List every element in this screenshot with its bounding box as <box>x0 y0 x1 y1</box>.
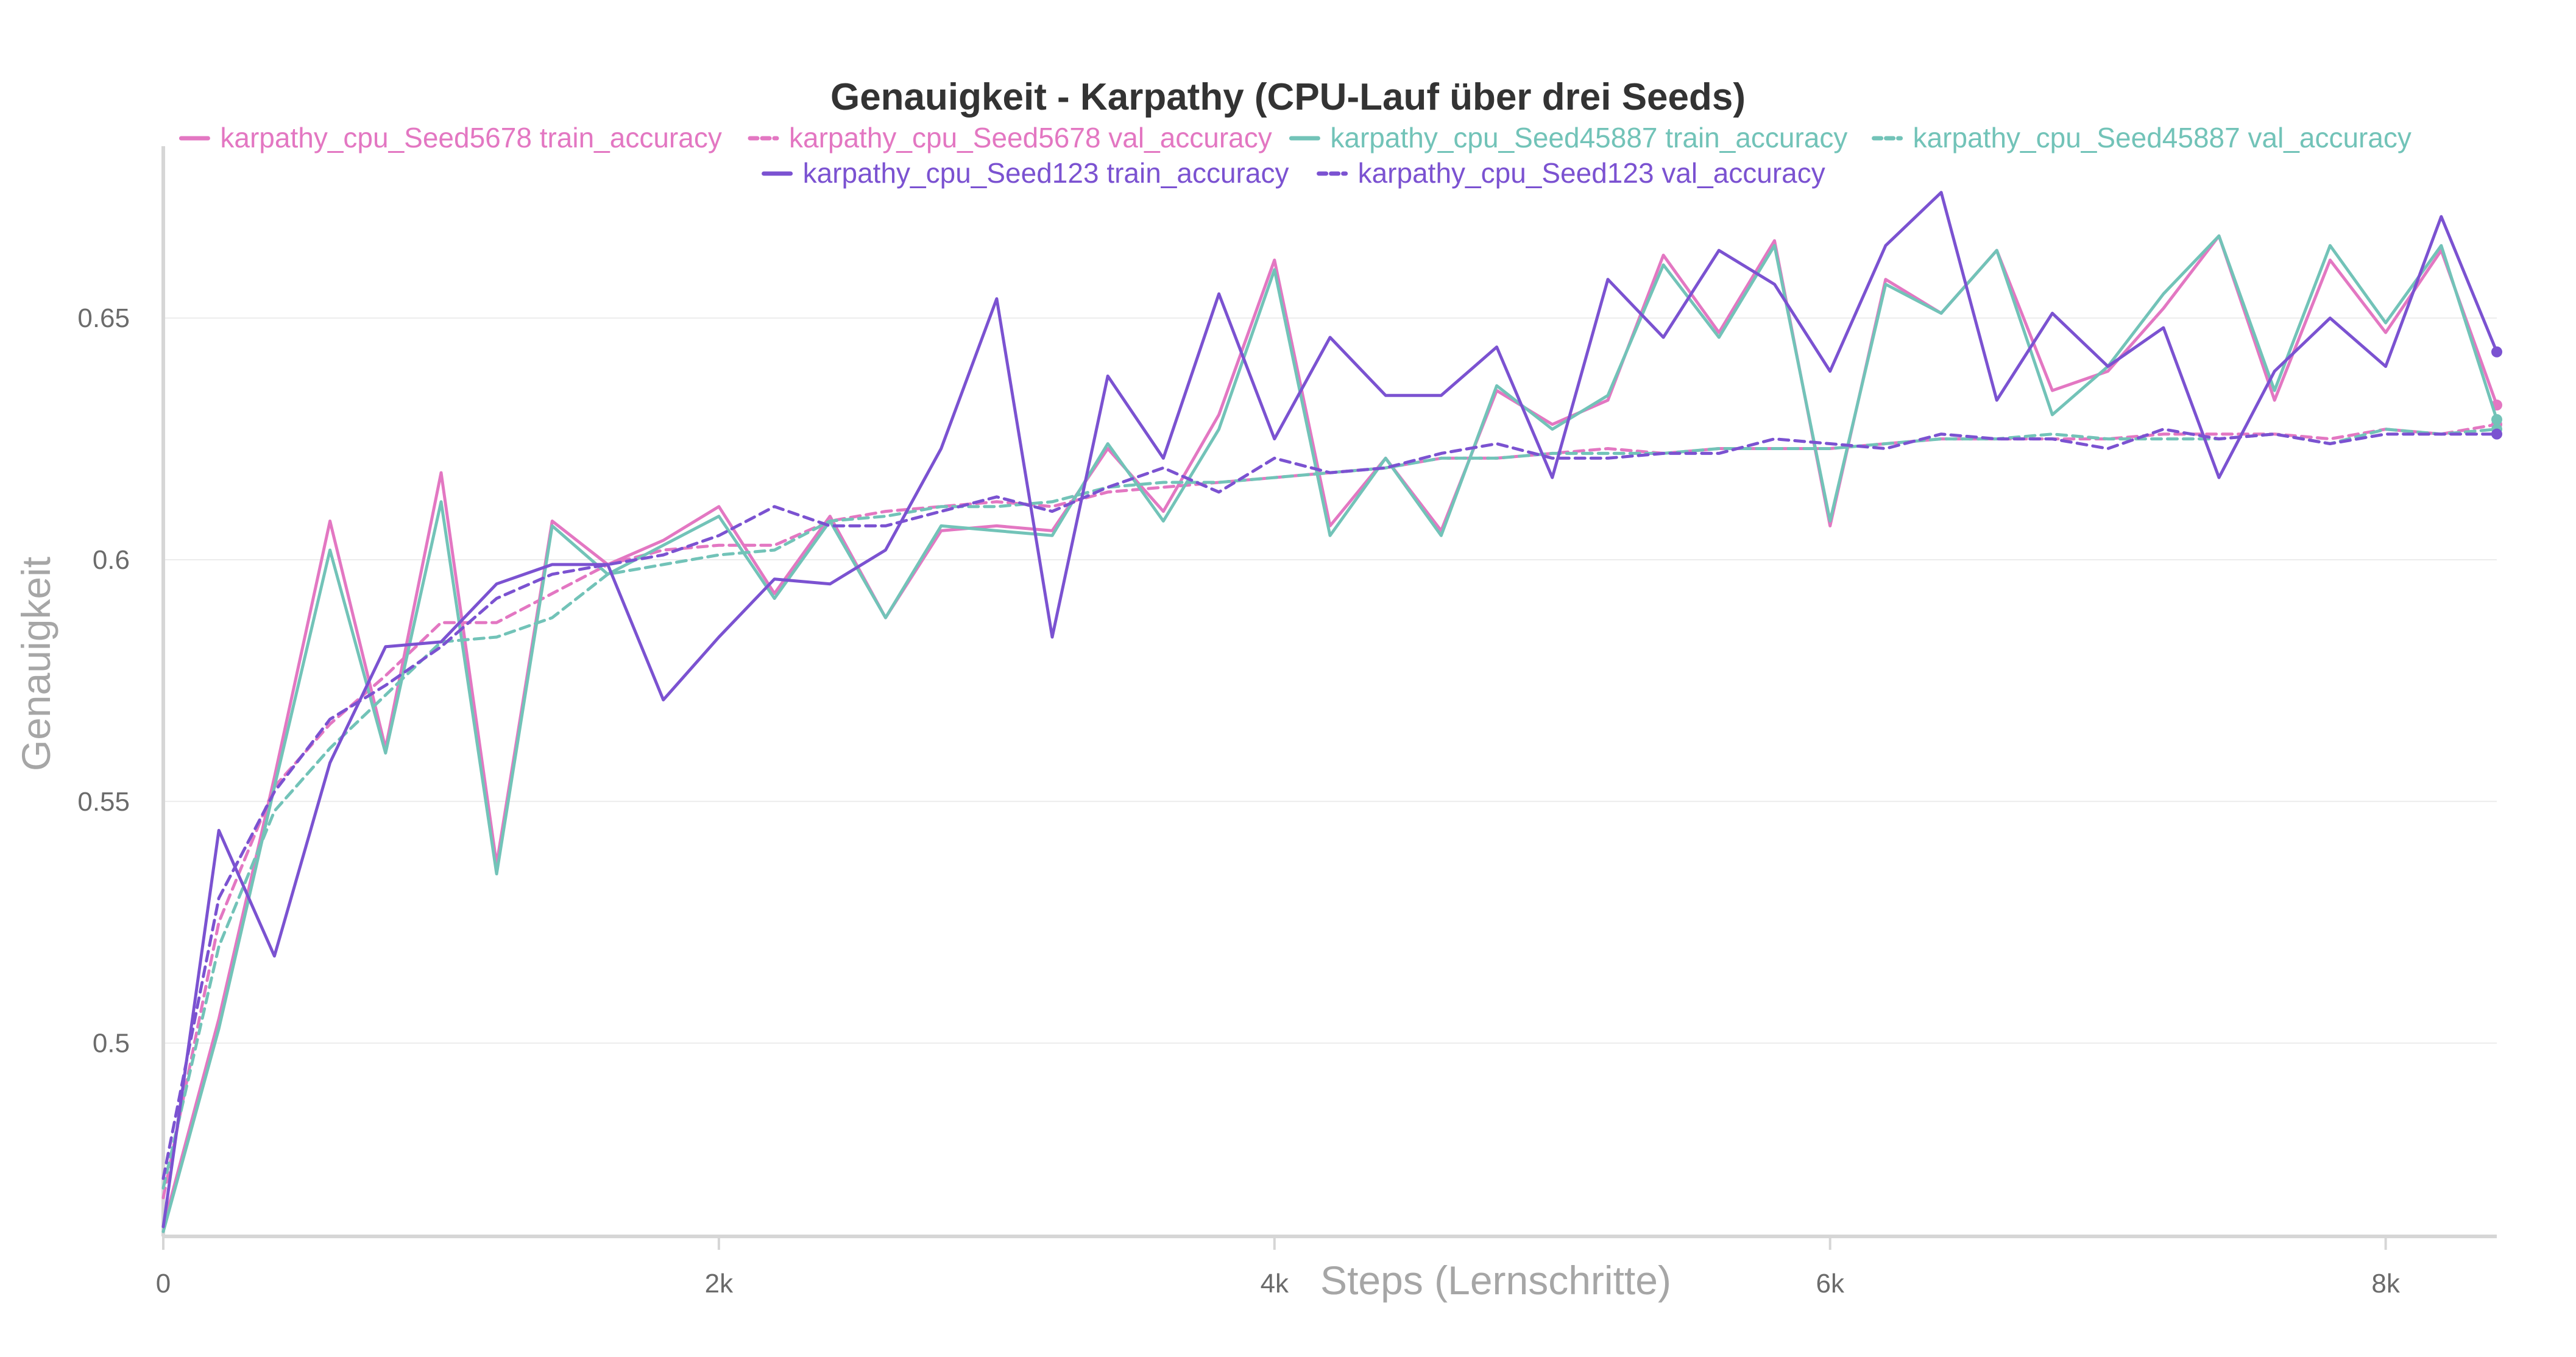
legend-label-6[interactable]: karpathy_cpu_Seed123 val_accuracy <box>1358 157 1825 189</box>
grid-lines <box>163 317 2497 1044</box>
series-line-3 <box>161 234 2499 1233</box>
legend-label-1[interactable]: karpathy_cpu_Seed5678 train_accuracy <box>220 122 721 153</box>
series-line-1 <box>161 234 2499 1228</box>
x-tick-label: 4k <box>1261 1269 1289 1299</box>
legend-label-4[interactable]: karpathy_cpu_Seed45887 val_accuracy <box>1913 122 2411 153</box>
y-tick-label: 0.65 <box>77 303 130 333</box>
series-end-point-6 <box>2491 428 2502 440</box>
series-line-5 <box>161 191 2499 1228</box>
legend-label-5[interactable]: karpathy_cpu_Seed123 train_accuracy <box>803 157 1289 189</box>
x-tick-label: 2k <box>705 1269 734 1299</box>
series-end-point-5 <box>2491 346 2502 358</box>
x-axis-label: Steps (Lernschritte) <box>1320 1258 1671 1303</box>
chart-title: Genauigkeit - Karpathy (CPU-Lauf über dr… <box>830 76 1746 118</box>
x-tick-label: 0 <box>156 1269 171 1299</box>
x-tick-label: 6k <box>1816 1269 1844 1299</box>
legend-label-2[interactable]: karpathy_cpu_Seed5678 val_accuracy <box>789 122 1272 153</box>
series-line-4 <box>161 428 2499 1190</box>
y-tick-label: 0.5 <box>93 1029 130 1059</box>
y-tick-label: 0.55 <box>77 787 130 817</box>
series-line-2 <box>161 423 2499 1199</box>
x-tick-label: 8k <box>2371 1269 2400 1299</box>
series-group <box>161 191 2502 1233</box>
legend-label-3[interactable]: karpathy_cpu_Seed45887 train_accuracy <box>1330 122 1847 153</box>
chart-axes: 0.5 0.55 0.6 0.65 0 2k 4k 6k 8k <box>77 146 2497 1299</box>
y-tick-label: 0.6 <box>93 545 130 575</box>
y-axis-label: Genauigkeit <box>13 557 58 771</box>
series-end-point-3 <box>2491 414 2502 425</box>
series-line-6 <box>161 428 2499 1180</box>
